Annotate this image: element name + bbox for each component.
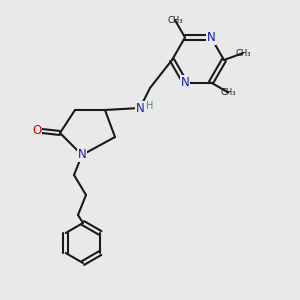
Text: CH₃: CH₃ <box>220 88 236 97</box>
Text: CH₃: CH₃ <box>235 49 250 58</box>
Text: N: N <box>136 101 144 115</box>
Text: O: O <box>32 124 42 137</box>
Text: H: H <box>146 101 154 111</box>
Text: CH₃: CH₃ <box>167 16 183 25</box>
Text: N: N <box>207 31 215 44</box>
Text: N: N <box>78 148 86 161</box>
Text: N: N <box>181 76 189 89</box>
